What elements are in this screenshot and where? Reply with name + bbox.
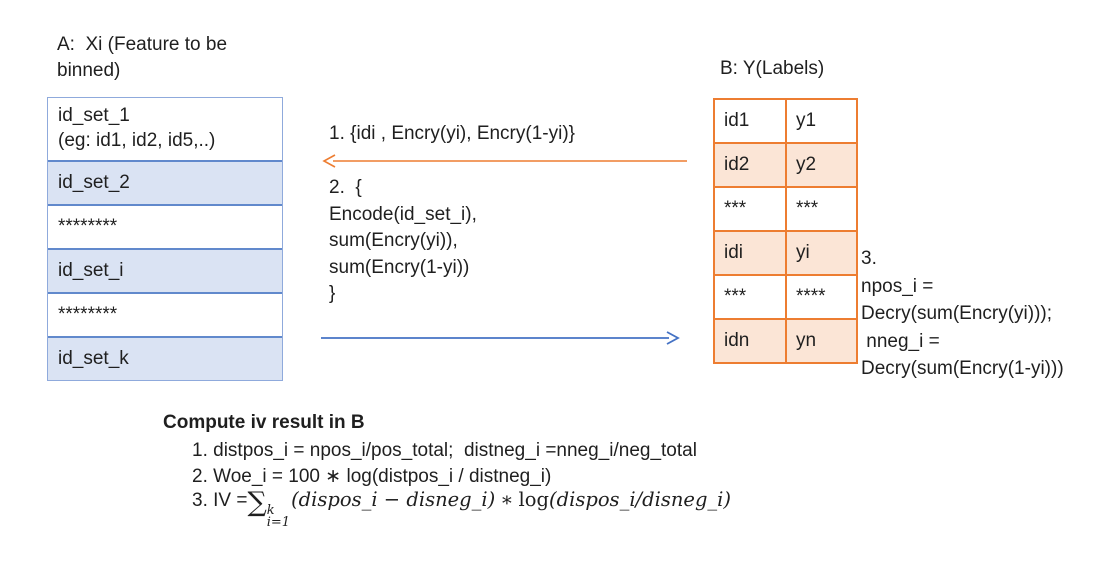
table-cell: yn [786, 319, 857, 363]
message-1-label: 1. {idi , Encry(yi), Encry(1-yi)} [329, 123, 575, 144]
compute-heading: Compute iv result in B [163, 412, 365, 433]
iv-term-1: (dispos_i − disneg_i) [291, 488, 496, 511]
summation-limits: k i=1 [266, 503, 291, 530]
log-operator: log [518, 488, 549, 511]
table-cell: *** [786, 187, 857, 231]
table-cell: **** [786, 275, 857, 319]
table-cell: y1 [786, 99, 857, 143]
table-cell: id2 [714, 143, 786, 187]
table-row: id_set_1 (eg: id1, id2, id5,..) [48, 98, 282, 160]
compute-line-1: 1. distpos_i = npos_i/pos_total; distneg… [192, 440, 697, 461]
arrow-b-to-a [322, 154, 687, 168]
table-row: id_set_i [48, 248, 282, 292]
table-cell: *** [714, 275, 786, 319]
table-cell: idn [714, 319, 786, 363]
iv-formula-prefix: 3. IV = [192, 490, 248, 511]
table-row: id_set_2 [48, 160, 282, 204]
party-a-title: A: Xi (Feature to be binned) [57, 34, 228, 81]
table-row: ******** [48, 292, 282, 336]
multiply-operator: ∗ [500, 488, 514, 511]
compute-line-2: 2. Woe_i = 100 ∗ log(distpos_i / distneg… [192, 466, 552, 487]
party-b-table: id1 y1 id2 y2 *** *** idi yi *** **** id… [713, 98, 858, 364]
table-row: id_set_k [48, 336, 282, 380]
message-2-label: 2. { Encode(id_set_i), sum(Encry(yi)), s… [329, 177, 477, 304]
step-3-note: 3. npos_i = Decry(sum(Encry(yi))); nneg_… [861, 248, 1064, 379]
summation-symbol: ∑ [247, 487, 267, 518]
table-cell: y2 [786, 143, 857, 187]
party-b-title: B: Y(Labels) [720, 58, 825, 79]
table-row: ******** [48, 204, 282, 248]
table-cell: idi [714, 231, 786, 275]
arrow-a-to-b [321, 331, 680, 345]
party-a-table: id_set_1 (eg: id1, id2, id5,..) id_set_2… [47, 97, 283, 381]
iv-term-2: (dispos_i/disneg_i) [549, 488, 732, 511]
table-cell: *** [714, 187, 786, 231]
compute-line-3: 3. IV =∑ k i=1 (dispos_i − disneg_i) ∗ log(di… [192, 487, 731, 529]
table-cell: id1 [714, 99, 786, 143]
table-cell: yi [786, 231, 857, 275]
